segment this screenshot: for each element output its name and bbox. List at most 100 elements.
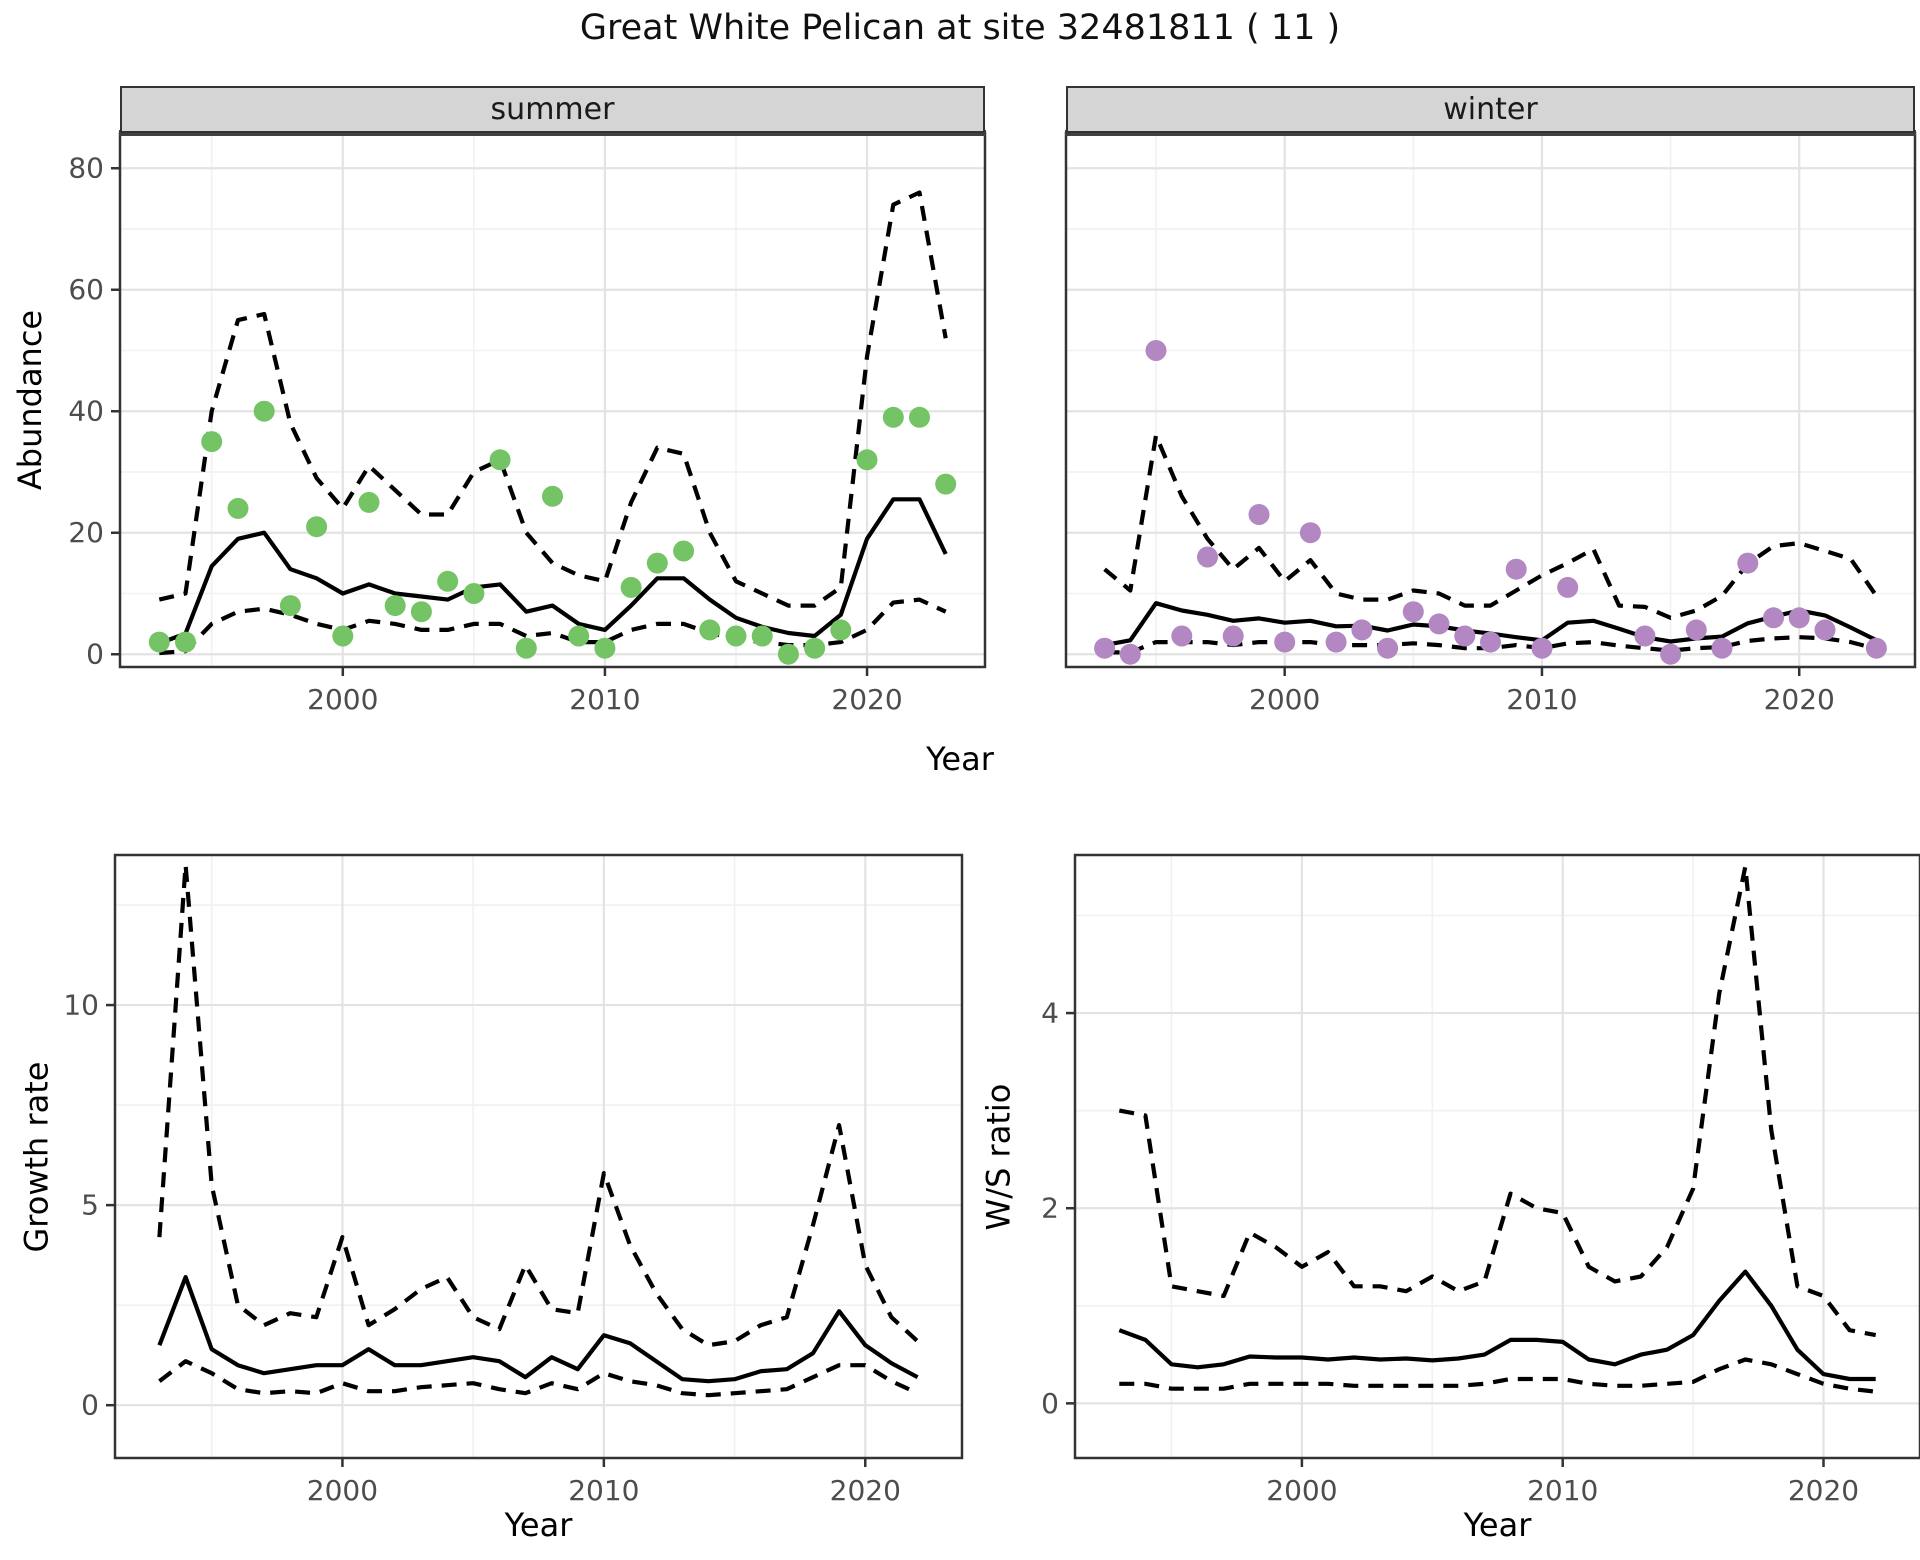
data-point	[1248, 504, 1270, 525]
data-point	[646, 552, 668, 574]
data-point	[1171, 625, 1193, 647]
y-tick-label: 40	[68, 395, 104, 428]
abundance-winter-observation-points	[1094, 340, 1887, 665]
data-point	[699, 619, 721, 641]
data-point	[332, 625, 354, 647]
data-point	[253, 400, 275, 422]
x-tick-label: 2010	[1506, 683, 1577, 716]
y-tick-label: 2	[1041, 1192, 1059, 1225]
abundance-winter-panel-border	[1064, 131, 1917, 669]
data-point	[201, 431, 223, 453]
data-point	[1325, 631, 1347, 653]
data-point	[882, 406, 904, 428]
x-tick-label: 2020	[830, 1474, 901, 1507]
data-point	[148, 631, 170, 653]
x-tick-label: 2000	[307, 683, 378, 716]
abundance-winter-upper_ci-line	[1103, 433, 1879, 620]
data-point	[1685, 619, 1707, 641]
facet-strip-winter-label: winter	[1443, 92, 1538, 127]
data-point	[1428, 613, 1450, 635]
y-tick-label: 80	[68, 152, 104, 185]
x-tick-label: 2010	[1527, 1474, 1598, 1507]
data-point	[1222, 625, 1244, 647]
data-point	[1197, 546, 1218, 568]
data-point	[437, 570, 459, 592]
panel-abundance-summer: 2000 2010 2020 0 20 40 60 80	[68, 130, 987, 716]
data-point	[673, 540, 695, 562]
x-axis-title-year-ws: Year	[1463, 1506, 1532, 1544]
data-point	[804, 637, 826, 659]
data-point	[1299, 522, 1321, 544]
data-point	[1274, 631, 1296, 653]
data-point	[777, 643, 799, 665]
panel-growth-rate: 2000 2010 2020 0 5 10	[63, 853, 964, 1507]
abundance-summer-median-line	[158, 497, 948, 646]
y-tick-label: 20	[68, 516, 104, 549]
data-point	[358, 491, 380, 513]
data-point	[594, 637, 616, 659]
data-point	[175, 631, 196, 653]
data-point	[515, 637, 537, 659]
y-tick-label: 10	[63, 989, 99, 1022]
x-tick-label: 2020	[1788, 1474, 1859, 1507]
x-axis-title-year-top: Year	[926, 740, 994, 778]
y-tick-label: 0	[1041, 1387, 1059, 1420]
x-tick-label: 2000	[1249, 683, 1320, 716]
abundance-summer-upper_ci-line	[158, 190, 948, 608]
data-point	[410, 601, 432, 623]
data-point	[909, 406, 930, 428]
data-point	[384, 595, 406, 617]
data-point	[1865, 637, 1887, 659]
data-point	[489, 449, 511, 471]
data-point	[856, 449, 878, 471]
data-point	[279, 595, 301, 617]
data-point	[568, 625, 590, 647]
data-point	[1557, 576, 1579, 598]
ws-ratio-panel-border	[1073, 853, 1920, 1460]
abundance-summer-panel-border	[118, 131, 987, 669]
y-axis-title-abundance: Abundance	[11, 309, 49, 491]
chart-title: Great White Pelican at site 32481811 ( 1…	[579, 8, 1341, 48]
data-point	[620, 576, 642, 598]
growth-rate-panel-border	[113, 853, 964, 1460]
ws-ratio-median-line	[1118, 1269, 1876, 1382]
data-point	[1531, 637, 1553, 659]
y-axis-title-growth-rate: Growth rate	[17, 1061, 55, 1252]
data-point	[1094, 637, 1116, 659]
x-tick-label: 2010	[569, 683, 640, 716]
x-tick-label: 2000	[1266, 1474, 1337, 1507]
data-point	[1788, 607, 1810, 629]
data-point	[1377, 637, 1399, 659]
data-point	[1402, 601, 1424, 623]
data-point	[1711, 637, 1733, 659]
x-tick-label: 2000	[307, 1474, 378, 1507]
x-tick-label: 2020	[1764, 683, 1835, 716]
x-tick-label: 2020	[831, 683, 902, 716]
growth-rate-lower_ci-line	[158, 1359, 919, 1398]
data-point	[1480, 631, 1501, 653]
growth-rate-median-line	[157, 1275, 919, 1384]
panel-abundance-winter: 2000 2010 2020	[1064, 130, 1917, 716]
facet-strip-summer-label: summer	[490, 92, 615, 127]
data-point	[1763, 607, 1784, 629]
data-point	[1145, 340, 1167, 361]
data-point	[1505, 558, 1527, 580]
abundance-summer-observation-points	[148, 400, 957, 665]
y-tick-label: 5	[81, 1189, 99, 1222]
data-point	[1634, 625, 1656, 647]
data-point	[935, 473, 957, 495]
y-tick-label: 4	[1041, 997, 1059, 1030]
data-point	[1454, 625, 1476, 647]
facet-strip-winter: winter	[1066, 86, 1915, 133]
y-axis-title-ws-ratio: W/S ratio	[979, 1083, 1017, 1230]
x-axis-title-year-growth: Year	[504, 1506, 573, 1544]
data-point	[463, 583, 485, 604]
data-point	[1351, 619, 1373, 641]
x-tick-label: 2010	[568, 1474, 639, 1507]
y-tick-label: 60	[68, 273, 104, 306]
data-point	[227, 497, 249, 519]
panel-ws-ratio: 2000 2010 2020 0 2 4	[1041, 853, 1920, 1507]
data-point	[306, 516, 328, 538]
facet-strip-summer: summer	[120, 86, 985, 133]
